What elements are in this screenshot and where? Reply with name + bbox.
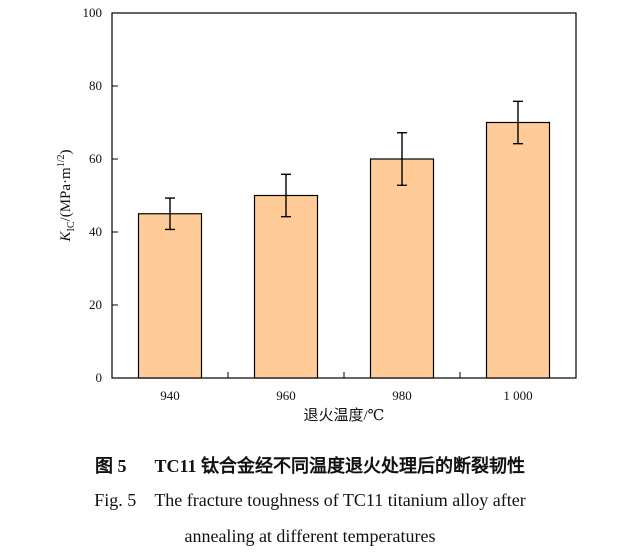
y-label-superscript: 1/2 [56, 155, 67, 168]
caption-english-line2: annealing at different temperatures [184, 526, 436, 546]
bar-chart: 0 20 40 60 80 100 940 960 980 1 000 退火温度/℃ KIC/(… [56, 5, 577, 424]
bar [485, 121, 551, 379]
y-label-subscript: IC [66, 221, 77, 231]
bar [253, 194, 319, 379]
y-tick-label: 0 [96, 370, 103, 385]
x-tick-label: 980 [392, 388, 412, 403]
caption-english-line1: Fig. 5 The fracture toughness of TC11 tit… [0, 490, 620, 511]
x-axis-label: 退火温度/℃ [304, 407, 385, 424]
bar-series [137, 121, 551, 379]
x-tick-label: 1 000 [503, 388, 532, 403]
y-tick-label: 20 [89, 297, 102, 312]
x-axis: 940 960 980 1 000 [160, 372, 533, 403]
x-tick-label: 940 [160, 388, 180, 403]
bar [369, 158, 435, 379]
caption-en-number: Fig. 5 [94, 490, 137, 510]
caption-cn-text: TC11 钛合金经不同温度退火处理后的断裂韧性 [154, 456, 525, 476]
y-tick-label: 80 [89, 78, 102, 93]
y-label-unit: /(MPa·m [58, 167, 74, 221]
y-tick-label: 40 [89, 224, 102, 239]
y-label-symbol: K [58, 230, 74, 242]
y-axis-label: KIC/(MPa·m1/2) [56, 150, 77, 243]
y-label-close: ) [58, 150, 74, 155]
caption-chinese: 图 5 TC11 钛合金经不同温度退火处理后的断裂韧性 [0, 452, 620, 478]
y-axis: 0 20 40 60 80 100 [83, 5, 118, 385]
caption-cn-number: 图 5 [94, 456, 127, 476]
bar [137, 213, 203, 379]
y-tick-label: 100 [83, 5, 103, 20]
error-bar-series [165, 100, 523, 231]
x-tick-label: 960 [276, 388, 296, 403]
caption-en-text: The fracture toughness of TC11 titanium … [154, 490, 526, 510]
y-tick-label: 60 [89, 151, 102, 166]
